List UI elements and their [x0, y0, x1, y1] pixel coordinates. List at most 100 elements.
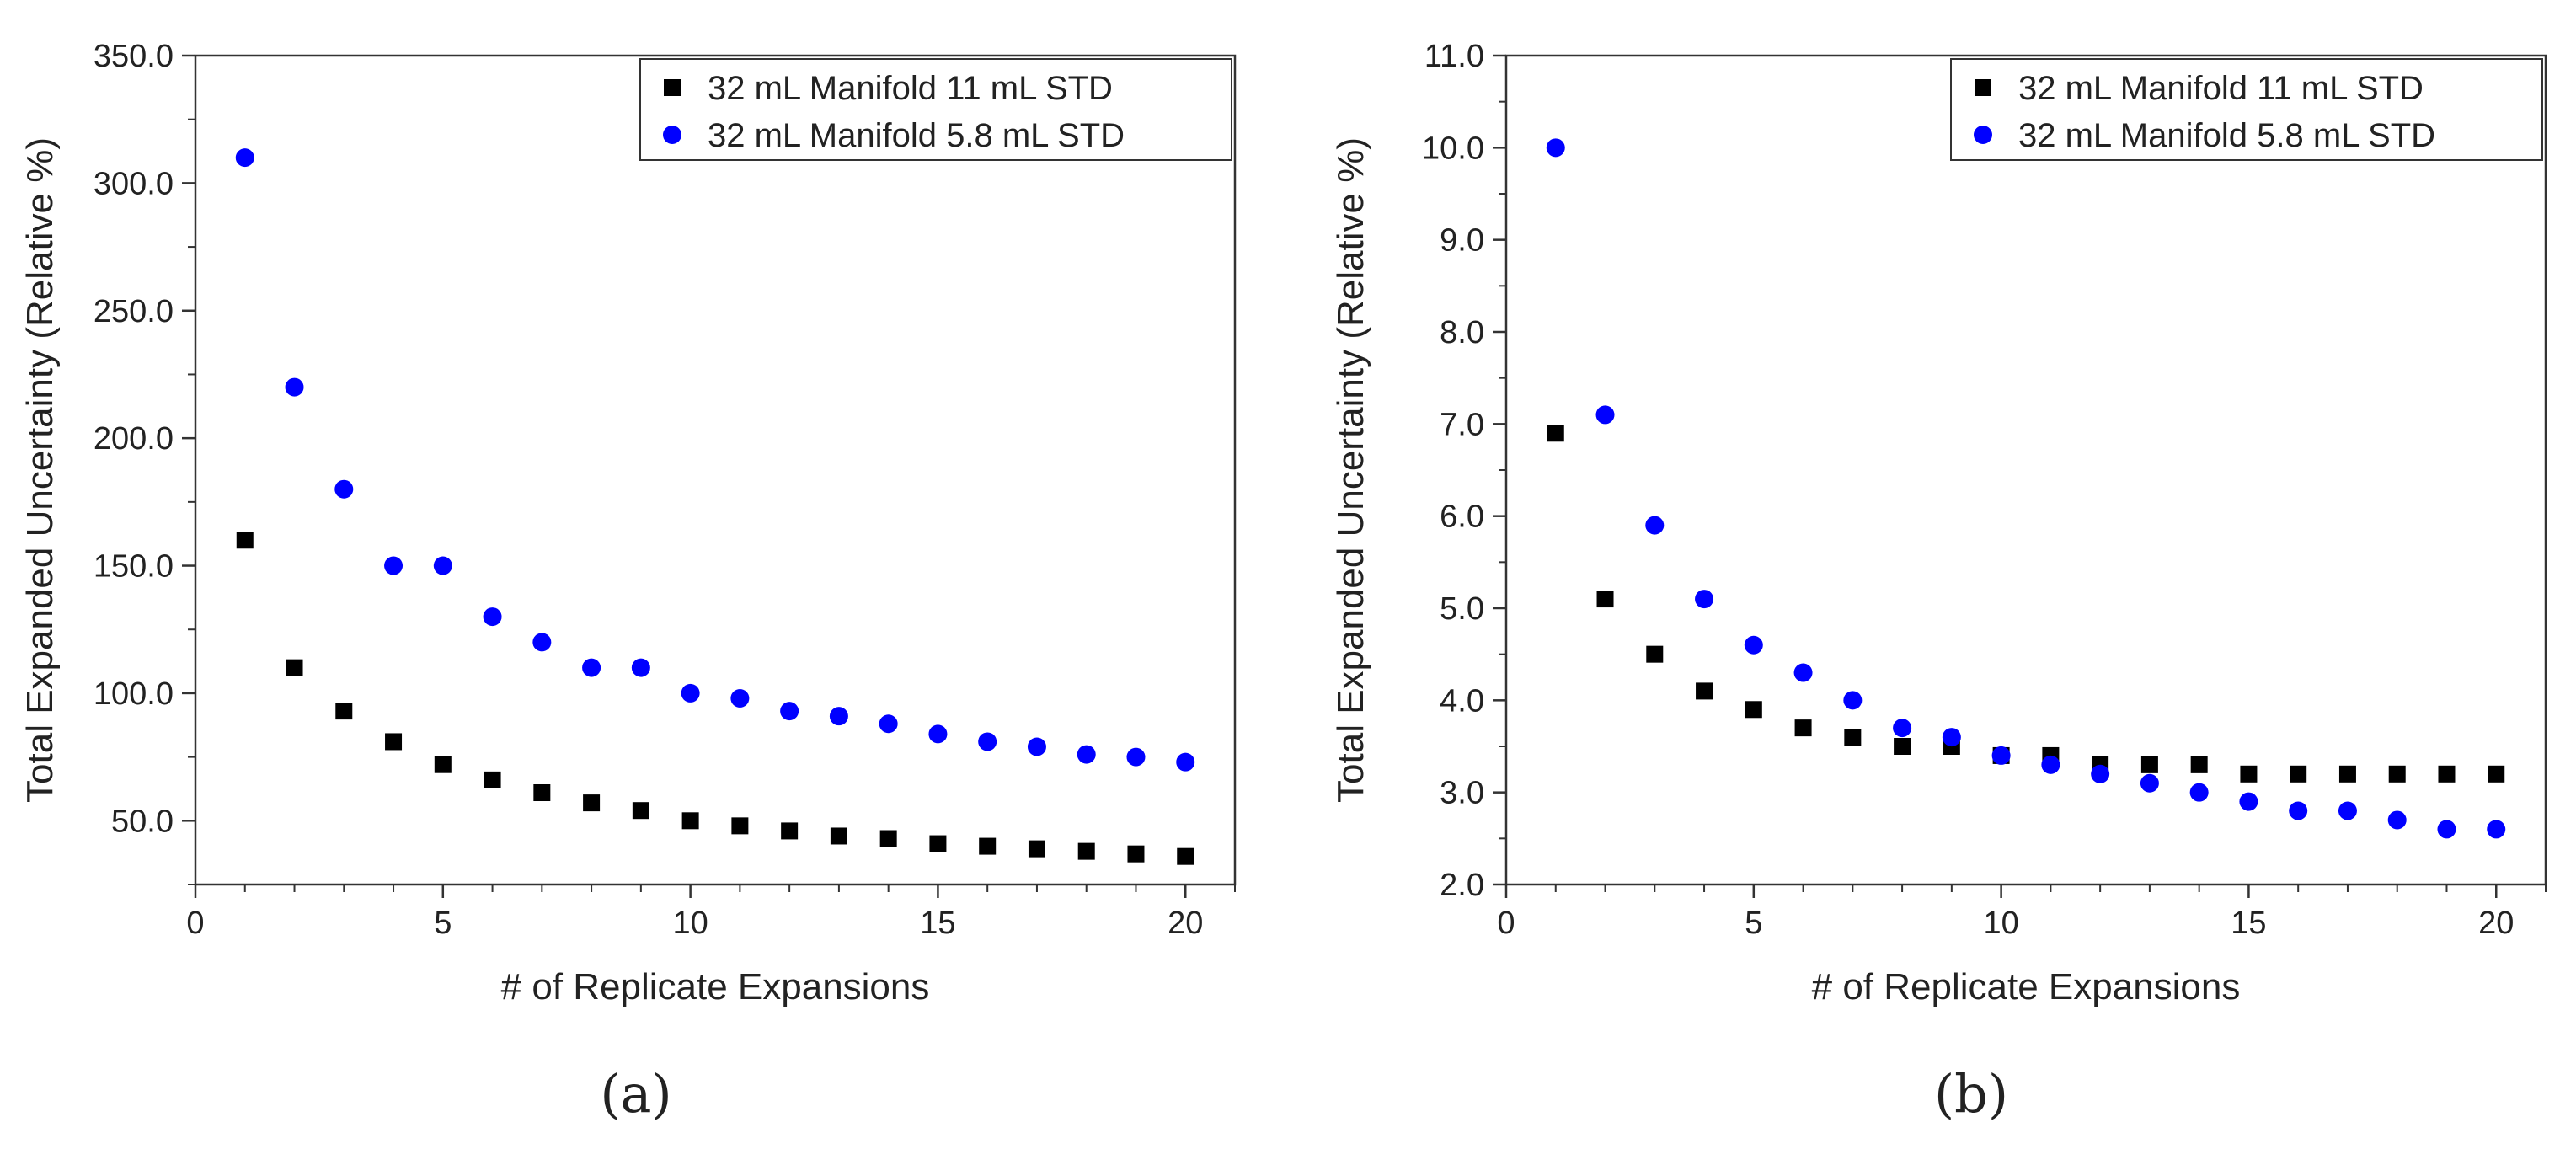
y-tick-label: 300.0	[94, 166, 174, 201]
data-point-square	[830, 827, 847, 845]
y-tick-label: 50.0	[111, 804, 174, 839]
y-tick-label: 350.0	[94, 39, 174, 74]
y-axis-title: Total Expanded Uncertainty (Relative %)	[19, 137, 61, 803]
data-point-square	[1745, 701, 1762, 719]
y-tick-label: 4.0	[1440, 683, 1484, 719]
data-point-square	[1177, 847, 1194, 865]
data-point-square	[1077, 842, 1095, 860]
data-point-circle	[631, 658, 650, 677]
data-point-square	[1894, 738, 1911, 755]
data-point-circle	[1893, 719, 1912, 738]
data-point-circle	[1027, 737, 1046, 756]
data-point-square	[2190, 756, 2208, 773]
data-point-circle	[1942, 728, 1961, 747]
y-tick-label: 6.0	[1440, 500, 1484, 535]
data-point-circle	[2338, 801, 2357, 820]
x-tick-label: 5	[434, 906, 452, 941]
data-point-square	[1646, 645, 1664, 663]
plot-frame	[194, 54, 1237, 886]
chart-panel-a: 0 5 10 15 20 50.0 100.0 150.0 200.0 250.0 300.0 350…	[19, 39, 1237, 1125]
data-point-circle	[1843, 691, 1863, 710]
data-point-square	[1794, 719, 1812, 737]
data-point-circle	[829, 707, 848, 726]
data-point-circle	[780, 702, 799, 721]
data-point-square	[929, 835, 947, 852]
y-tick-label: 3.0	[1440, 776, 1484, 811]
data-point-circle	[1695, 590, 1714, 609]
data-point-circle	[582, 658, 601, 677]
x-tick-label: 20	[2478, 906, 2514, 941]
data-point-circle	[2437, 820, 2456, 839]
data-point-square	[781, 822, 799, 840]
legend-box	[1950, 58, 2543, 161]
legend-label: 32 mL Manifold 11 mL STD	[2018, 70, 2424, 107]
data-point-square	[1696, 682, 1713, 700]
y-tick-label: 100.0	[94, 676, 174, 712]
data-point-square	[1028, 840, 1045, 858]
data-point-square	[2488, 765, 2505, 783]
data-point-square	[2338, 765, 2356, 783]
data-point-circle	[235, 148, 254, 168]
data-point-square	[434, 756, 452, 773]
x-tick-label: 20	[1168, 906, 1203, 941]
y-tick-label: 11.0	[1424, 39, 1484, 74]
data-point-square	[1596, 591, 1614, 608]
x-tick-label: 5	[1745, 906, 1762, 941]
data-point-circle	[681, 683, 700, 703]
y-tick-label: 200.0	[94, 421, 174, 457]
legend-label: 32 mL Manifold 5.8 mL STD	[708, 117, 1125, 154]
data-point-circle	[2239, 792, 2258, 811]
data-point-circle	[1744, 635, 1763, 655]
data-point-square	[583, 794, 601, 812]
data-point-circle	[1077, 745, 1096, 764]
legend: 32 mL Manifold 11 mL STD 32 mL Manifold 5…	[639, 58, 1232, 161]
data-point-square	[2388, 765, 2406, 783]
y-tick-label: 150.0	[94, 549, 174, 585]
data-point-square	[2290, 765, 2307, 783]
legend-label: 32 mL Manifold 11 mL STD	[708, 70, 1113, 107]
y-tick-label: 250.0	[94, 294, 174, 329]
y-tick-label: 7.0	[1440, 407, 1484, 442]
x-axis-title: # of Replicate Expansions	[1812, 966, 2241, 1007]
x-tick-label: 10	[672, 906, 708, 941]
data-point-circle	[1793, 663, 1813, 682]
data-point-square	[2438, 765, 2456, 783]
data-point-square	[385, 733, 403, 751]
data-point-circle	[1991, 746, 2011, 765]
y-axis-title: Total Expanded Uncertainty (Relative %)	[1330, 137, 1371, 803]
data-point-square	[286, 659, 303, 676]
y-tick-label: 8.0	[1440, 315, 1484, 350]
data-point-square	[484, 771, 501, 788]
data-point-circle	[483, 607, 502, 627]
data-point-circle	[730, 688, 750, 708]
x-tick-label: 10	[1983, 906, 2018, 941]
x-tick-label: 15	[2231, 906, 2266, 941]
data-point-square	[731, 817, 749, 835]
data-point-circle	[384, 556, 404, 575]
data-point-circle	[532, 633, 552, 652]
data-point-square	[1844, 729, 1862, 746]
data-point-circle	[2041, 755, 2060, 774]
panel-label: (b)	[1934, 1063, 2008, 1125]
x-tick-label: 0	[186, 906, 204, 941]
data-point-circle	[2140, 773, 2159, 793]
data-point-square	[2240, 765, 2258, 783]
data-point-square	[1547, 425, 1564, 442]
data-point-circle	[2091, 764, 2110, 783]
data-point-circle	[334, 479, 354, 499]
data-point-circle	[2387, 810, 2407, 830]
data-point-square	[1127, 845, 1145, 863]
legend-marker-square	[1975, 79, 1991, 96]
data-point-circle	[1645, 516, 1665, 535]
data-point-square	[681, 812, 699, 830]
data-point-square	[632, 802, 649, 820]
legend: 32 mL Manifold 11 mL STD 32 mL Manifold 5…	[1950, 58, 2543, 161]
chart-panel-b: 0 5 10 15 20 2.0 3.0 4.0 5.0 6.0 7.0 8.0 9.0 10.0 11.0…	[1330, 39, 2547, 1125]
data-point-circle	[433, 556, 452, 575]
data-point-circle	[879, 714, 898, 734]
data-point-circle	[2487, 820, 2506, 839]
data-point-square	[2140, 756, 2158, 773]
data-point-circle	[285, 377, 304, 397]
x-tick-label: 0	[1497, 906, 1515, 941]
legend-marker-circle	[663, 126, 681, 144]
